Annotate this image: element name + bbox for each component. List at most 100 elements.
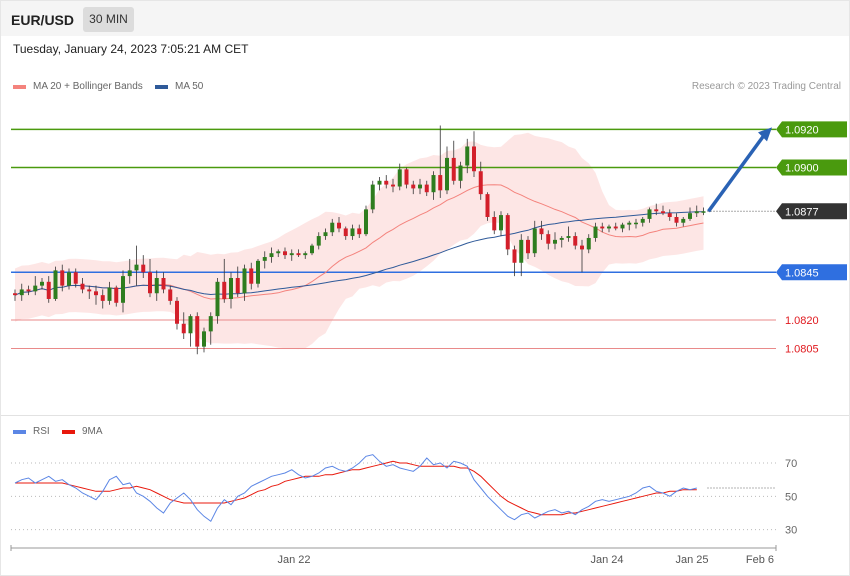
candle: [607, 224, 611, 233]
candle: [26, 285, 31, 296]
candle-body: [539, 228, 544, 235]
candle: [195, 312, 200, 355]
candle: [458, 161, 463, 189]
candle: [67, 268, 71, 290]
candle-body: [573, 236, 578, 246]
candle-body: [505, 215, 510, 250]
level-label-4: 1.0820: [785, 315, 819, 327]
candle-body: [634, 222, 638, 225]
candle-body: [73, 272, 78, 284]
level-label-5: 1.0805: [785, 344, 819, 356]
candle-body: [229, 278, 233, 299]
timeframe-button[interactable]: 30 MIN: [83, 7, 134, 32]
candle: [391, 178, 395, 193]
candle-body: [391, 184, 395, 187]
candle: [46, 276, 51, 303]
candle: [262, 251, 267, 269]
price-tag-label-0: 1.0920: [785, 124, 819, 136]
candle-body: [566, 236, 571, 238]
candle: [175, 297, 179, 330]
candle: [445, 146, 449, 195]
candle-body: [40, 281, 44, 286]
candle-body: [688, 213, 692, 219]
candle: [289, 249, 294, 261]
candle: [404, 167, 409, 189]
legend-ma20-label: MA 20 + Bollinger Bands: [33, 81, 143, 92]
candle: [13, 289, 17, 301]
candle-body: [640, 218, 645, 223]
candle: [647, 207, 652, 223]
candle: [229, 272, 233, 309]
x-tick-label: Feb 6: [746, 554, 774, 566]
candle-body: [242, 268, 247, 294]
candle-body: [546, 234, 551, 244]
candle-body: [661, 211, 665, 214]
candle-body: [323, 232, 328, 237]
candle: [202, 327, 206, 353]
candle-body: [94, 291, 98, 296]
candle: [620, 222, 625, 233]
candle: [357, 224, 362, 238]
candle-body: [667, 213, 672, 217]
rsi-tick-30: 30: [785, 525, 797, 537]
ma50-swatch: [155, 84, 168, 89]
candle: [519, 234, 524, 277]
candle-body: [694, 211, 699, 214]
candle: [181, 312, 186, 339]
candle: [134, 245, 139, 286]
candle-body: [114, 287, 119, 303]
candle-body: [343, 228, 348, 237]
candle: [492, 211, 497, 235]
candle: [73, 268, 78, 288]
candle: [438, 125, 443, 198]
candle: [337, 217, 341, 233]
candle: [451, 140, 456, 185]
candle: [566, 226, 571, 242]
candle: [235, 266, 240, 298]
legend-rsi: RSI: [13, 426, 50, 437]
candle: [19, 283, 24, 301]
candle: [364, 205, 368, 237]
copyright: Research © 2023 Trading Central: [691, 81, 841, 92]
candle-body: [647, 209, 652, 219]
candle: [208, 312, 213, 345]
candle-body: [472, 146, 476, 172]
datetime-label: Tuesday, January 24, 2023 7:05:21 AM CET: [13, 42, 249, 56]
price-tag-1: [776, 159, 847, 176]
candle: [215, 278, 220, 324]
candle-body: [586, 237, 591, 250]
panel-divider: [1, 415, 849, 416]
candle: [316, 232, 321, 250]
candle-body: [350, 228, 355, 237]
candle-body: [431, 175, 436, 193]
legend-rsi-label: RSI: [33, 426, 50, 437]
candle: [87, 285, 92, 299]
candle-body: [681, 218, 686, 223]
candle: [242, 264, 247, 301]
candle: [600, 222, 605, 233]
candle: [161, 272, 166, 294]
candle-body: [620, 224, 625, 229]
candle-body: [438, 175, 443, 191]
price-tag-0: [776, 121, 847, 138]
candle-body: [674, 217, 679, 223]
candle-body: [208, 316, 213, 332]
price-tag-label-2: 1.0877: [785, 206, 819, 218]
candle-body: [235, 278, 240, 294]
candle: [627, 220, 632, 231]
candle-body: [370, 184, 375, 210]
price-tag-3: [776, 264, 847, 281]
candle-body: [161, 278, 166, 290]
candle: [418, 178, 422, 195]
candle-body: [580, 245, 584, 250]
candle: [276, 249, 281, 258]
candle: [141, 255, 146, 278]
candle: [350, 224, 355, 240]
candle: [53, 266, 58, 301]
candle-body: [296, 253, 301, 256]
candle-body: [19, 289, 24, 296]
ma20-swatch: [13, 84, 26, 89]
candle: [674, 213, 679, 227]
candle: [256, 258, 260, 288]
candle-body: [519, 239, 524, 263]
